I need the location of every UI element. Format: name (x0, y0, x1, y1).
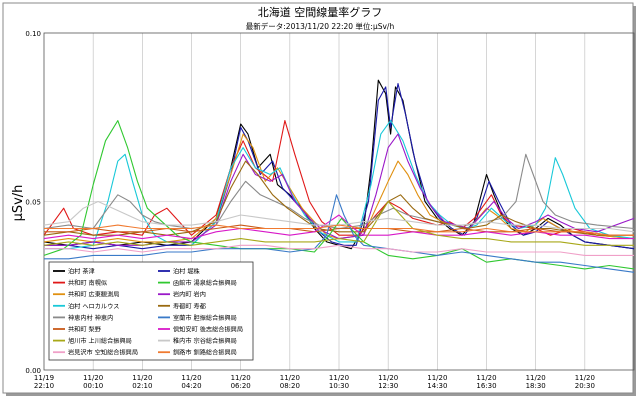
x-tick-date: 11/20 (83, 374, 103, 382)
legend-box (48, 261, 254, 361)
legend-label: 共和町 南幌似 (68, 279, 107, 287)
x-ticks: 11/1922:1011/2000:1011/2002:1011/2004:20… (34, 374, 595, 390)
x-tick-time: 14:30 (427, 382, 447, 390)
series-line (43, 200, 634, 246)
x-tick-time: 08:20 (280, 382, 300, 390)
legend-label: 共和町 梨野 (68, 326, 101, 334)
y-tick-label: 0.10 (25, 30, 41, 38)
legend-label: 岩見沢市 空知総合振興局 (68, 349, 138, 357)
x-tick-date: 11/20 (280, 374, 300, 382)
x-tick-time: 10:30 (329, 382, 349, 390)
series-line (43, 214, 634, 240)
legend-label: 寿都町 寿都 (173, 302, 206, 310)
legend-label: 泊村 ヘロカルウス (68, 302, 119, 310)
x-tick-date: 11/20 (231, 374, 251, 382)
legend-label: 泊村 茶津 (68, 268, 95, 276)
y-ticks: 0.00 0.05 0.10 (25, 30, 41, 375)
series-line (44, 194, 635, 273)
series-line (44, 244, 634, 256)
x-tick-time: 12:30 (378, 382, 398, 390)
x-tick-time: 22:10 (34, 382, 54, 390)
x-tick-time: 18:30 (526, 382, 546, 390)
legend-label: 旭川市 上川総合振興局 (68, 337, 132, 345)
series-line (44, 224, 634, 236)
series-line (43, 120, 635, 240)
x-tick-date: 11/20 (329, 374, 349, 382)
x-tick-date: 11/20 (575, 374, 595, 382)
y-tick-label: 0.00 (25, 367, 41, 375)
x-tick-time: 20:30 (575, 382, 595, 390)
series-line (43, 79, 635, 250)
legend-label: 函館市 湯泉総合振興局 (173, 279, 237, 287)
legend-label: 倶知安町 後志総合振興局 (173, 326, 243, 334)
series-lines (43, 79, 635, 273)
legend-label: 稚内市 宗谷総合振興局 (173, 337, 237, 345)
legend-label: 神恵内村 神恵内 (68, 314, 113, 322)
x-tick-time: 16:30 (476, 382, 496, 390)
x-tick-time: 00:10 (83, 382, 103, 390)
x-tick-time: 06:20 (231, 382, 251, 390)
x-tick-date: 11/20 (427, 374, 447, 382)
chart-title: 北海道 空間線量率グラフ (258, 5, 383, 19)
legend-label: 室蘭市 胆振総合振興局 (173, 314, 237, 322)
x-tick-date: 11/20 (132, 374, 152, 382)
y-axis-label: μSv/h (11, 185, 26, 222)
plot-area (43, 32, 635, 371)
legend-label: 釧路市 釧路総合振興局 (173, 349, 237, 357)
series-line (43, 120, 635, 270)
y-tick-label: 0.05 (25, 199, 41, 207)
x-tick-time: 04:20 (181, 382, 201, 390)
x-tick-date: 11/20 (476, 374, 496, 382)
x-tick-date: 11/20 (181, 374, 201, 382)
x-tick-date: 11/19 (34, 374, 54, 382)
legend-label: 泊村 堀株 (173, 268, 201, 276)
legend-label: 共和町 広東観測局 (68, 291, 119, 299)
series-line (44, 224, 634, 236)
x-tick-date: 11/20 (526, 374, 546, 382)
x-tick-time: 02:10 (132, 382, 152, 390)
chart-subtitle: 最新データ:2013/11/20 22:20 単位:μSv/h (246, 21, 395, 31)
x-tick-date: 11/20 (378, 374, 398, 382)
series-line (43, 200, 635, 233)
legend-label: 岩内町 岩内 (173, 291, 206, 299)
